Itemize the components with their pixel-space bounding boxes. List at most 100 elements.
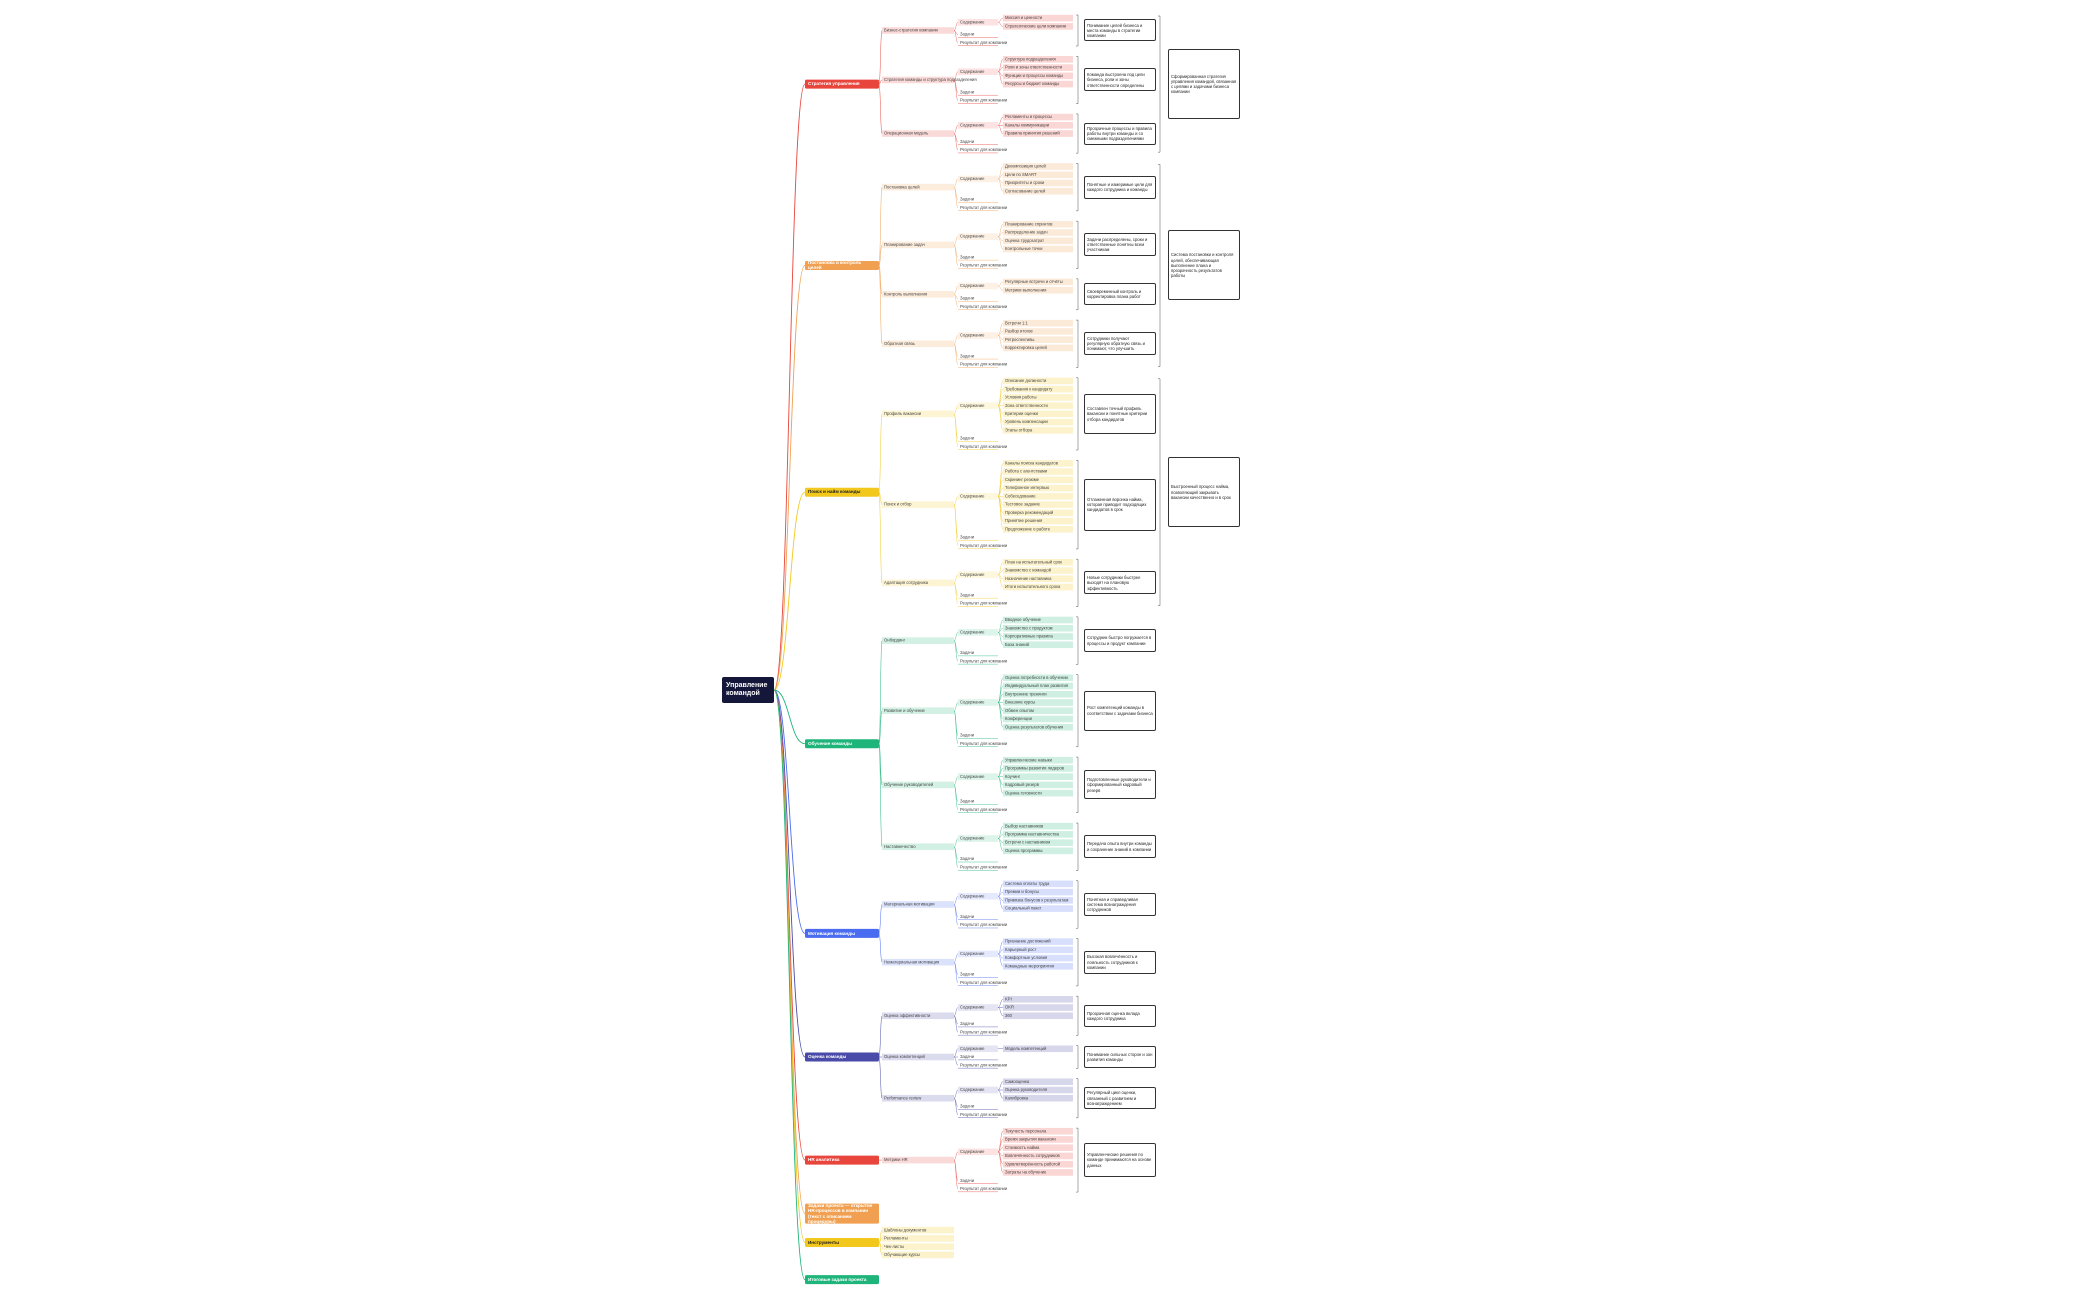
connector (997, 487, 1004, 497)
content-item: KPI (1005, 996, 1012, 1001)
result-label: Результат для компании (960, 98, 1008, 103)
content-item: Время закрытия вакансии (1005, 1137, 1056, 1142)
content-item-bg (1003, 946, 1073, 954)
content-item: Разбор итогов (1005, 329, 1033, 334)
connector (997, 405, 1004, 431)
note-text: Сотрудник быстро погружается в процессы … (1084, 629, 1156, 653)
content-item-bg (1003, 699, 1073, 706)
topic-label: Постановка целей (884, 184, 920, 189)
branch-label-text: Инструменты (808, 1239, 840, 1245)
content-item-bg (1003, 394, 1073, 401)
content-item: Комфортные условия (1005, 955, 1047, 960)
content-item: Привязка бонусов к результатам (1005, 897, 1068, 902)
content-label-bg (958, 571, 998, 578)
content-item-bg (1003, 897, 1073, 904)
content-item: Вводное обучение (1005, 617, 1042, 622)
content-item: Самооценка (1005, 1079, 1030, 1084)
root-label-text: Управление командой (726, 681, 768, 697)
connector (878, 265, 883, 295)
content-item: Индивидуальный план развития (1005, 683, 1068, 688)
connector (997, 896, 1004, 909)
topic-label: Планирование задач (884, 242, 925, 247)
result-label: Результат для компании (960, 922, 1008, 927)
content-item-bg (1003, 880, 1073, 888)
content-label-bg (958, 1148, 998, 1156)
content-item: Функции и процессы команды (1005, 73, 1063, 78)
item-bg (882, 1226, 954, 1234)
content-item-bg (1003, 14, 1073, 22)
content-item-bg (1003, 402, 1073, 409)
branch-label: Оценка команды (808, 1054, 846, 1059)
note-bracket (1076, 55, 1079, 104)
connector (997, 224, 1004, 237)
tasks-label: Задачи (960, 733, 975, 738)
connector (997, 834, 1004, 839)
note-text: Рост компетенций команды в соответствии … (1084, 690, 1156, 731)
connector (997, 1151, 1004, 1173)
content-item: Контрольные точки (1005, 246, 1043, 251)
content-item-bg (1003, 995, 1073, 1003)
connector (878, 244, 883, 266)
content-item-bg (1003, 583, 1073, 591)
connector (953, 702, 959, 711)
content-label: Содержание (960, 493, 985, 498)
connector (953, 285, 959, 295)
content-item-bg (1003, 23, 1073, 30)
note-text: Управленческие решения по команде приним… (1084, 1142, 1156, 1178)
connector (997, 59, 1004, 72)
content-item-bg (1003, 575, 1073, 583)
result-label: Результат для компании (960, 741, 1008, 746)
content-item-bg (1003, 410, 1073, 418)
content-item-bg (1003, 822, 1073, 830)
item-bg (882, 1251, 954, 1259)
content-item-bg (1003, 319, 1073, 327)
content-item-bg (1003, 756, 1073, 764)
content-item: 360 (1005, 1013, 1013, 1018)
content-item-bg (1003, 517, 1073, 525)
connector (878, 491, 883, 505)
content-label-bg (958, 773, 998, 780)
summary-note-text: Система постановки и контроля целей, обе… (1168, 230, 1240, 301)
connector (878, 30, 883, 85)
content-item-bg (1003, 427, 1073, 434)
connector (997, 562, 1004, 575)
note-bracket (1076, 163, 1079, 212)
content-item-bg (1003, 113, 1073, 121)
connector (878, 904, 883, 934)
branch-node (805, 1155, 879, 1165)
branch-label: Задачи проекта — открытие HR-процессов в… (808, 1204, 872, 1224)
content-label: Содержание (960, 176, 985, 181)
result-label: Результат для компании (960, 263, 1008, 268)
connector (997, 768, 1004, 777)
content-item: Знакомство с командой (1005, 568, 1052, 573)
content-label: Содержание (960, 333, 985, 338)
content-label-bg (958, 233, 998, 240)
content-label-bg (958, 18, 998, 26)
result-label: Результат для компании (960, 807, 1008, 812)
content-label-bg (958, 1004, 998, 1011)
content-item: Согласование целей (1005, 188, 1046, 193)
connector (997, 570, 1004, 575)
content-item-bg (1003, 559, 1073, 566)
content-item: Назначение наставника (1005, 576, 1052, 581)
note: Прозрачные процессы и правила работы вну… (1084, 122, 1156, 145)
connector (953, 1098, 959, 1115)
content-item: Обмен опытом (1005, 708, 1034, 713)
content-item-bg (1003, 963, 1073, 970)
content-item-bg (1003, 130, 1073, 137)
content-label-bg (958, 950, 998, 958)
note: Задачи распределены, сроки и ответственн… (1084, 233, 1156, 257)
content-item: OKR (1005, 1005, 1014, 1010)
content-item: Распределение задач (1005, 230, 1048, 235)
topic-label: Performance review (884, 1095, 922, 1100)
branch-label: Постановка и контроль целей (808, 261, 861, 270)
content-item: Тестовое задание (1005, 502, 1041, 507)
content-item: Стратегические цели компании (1005, 23, 1067, 28)
tasks-label: Задачи (960, 32, 975, 37)
content-item-bg (1003, 220, 1073, 228)
content-item: Оценка результатов обучения (1005, 724, 1063, 729)
topic-label: Материальная мотивация (884, 902, 935, 907)
topic-bg (882, 637, 954, 644)
content-item-bg (1003, 1127, 1073, 1135)
note-bracket (1076, 616, 1079, 665)
